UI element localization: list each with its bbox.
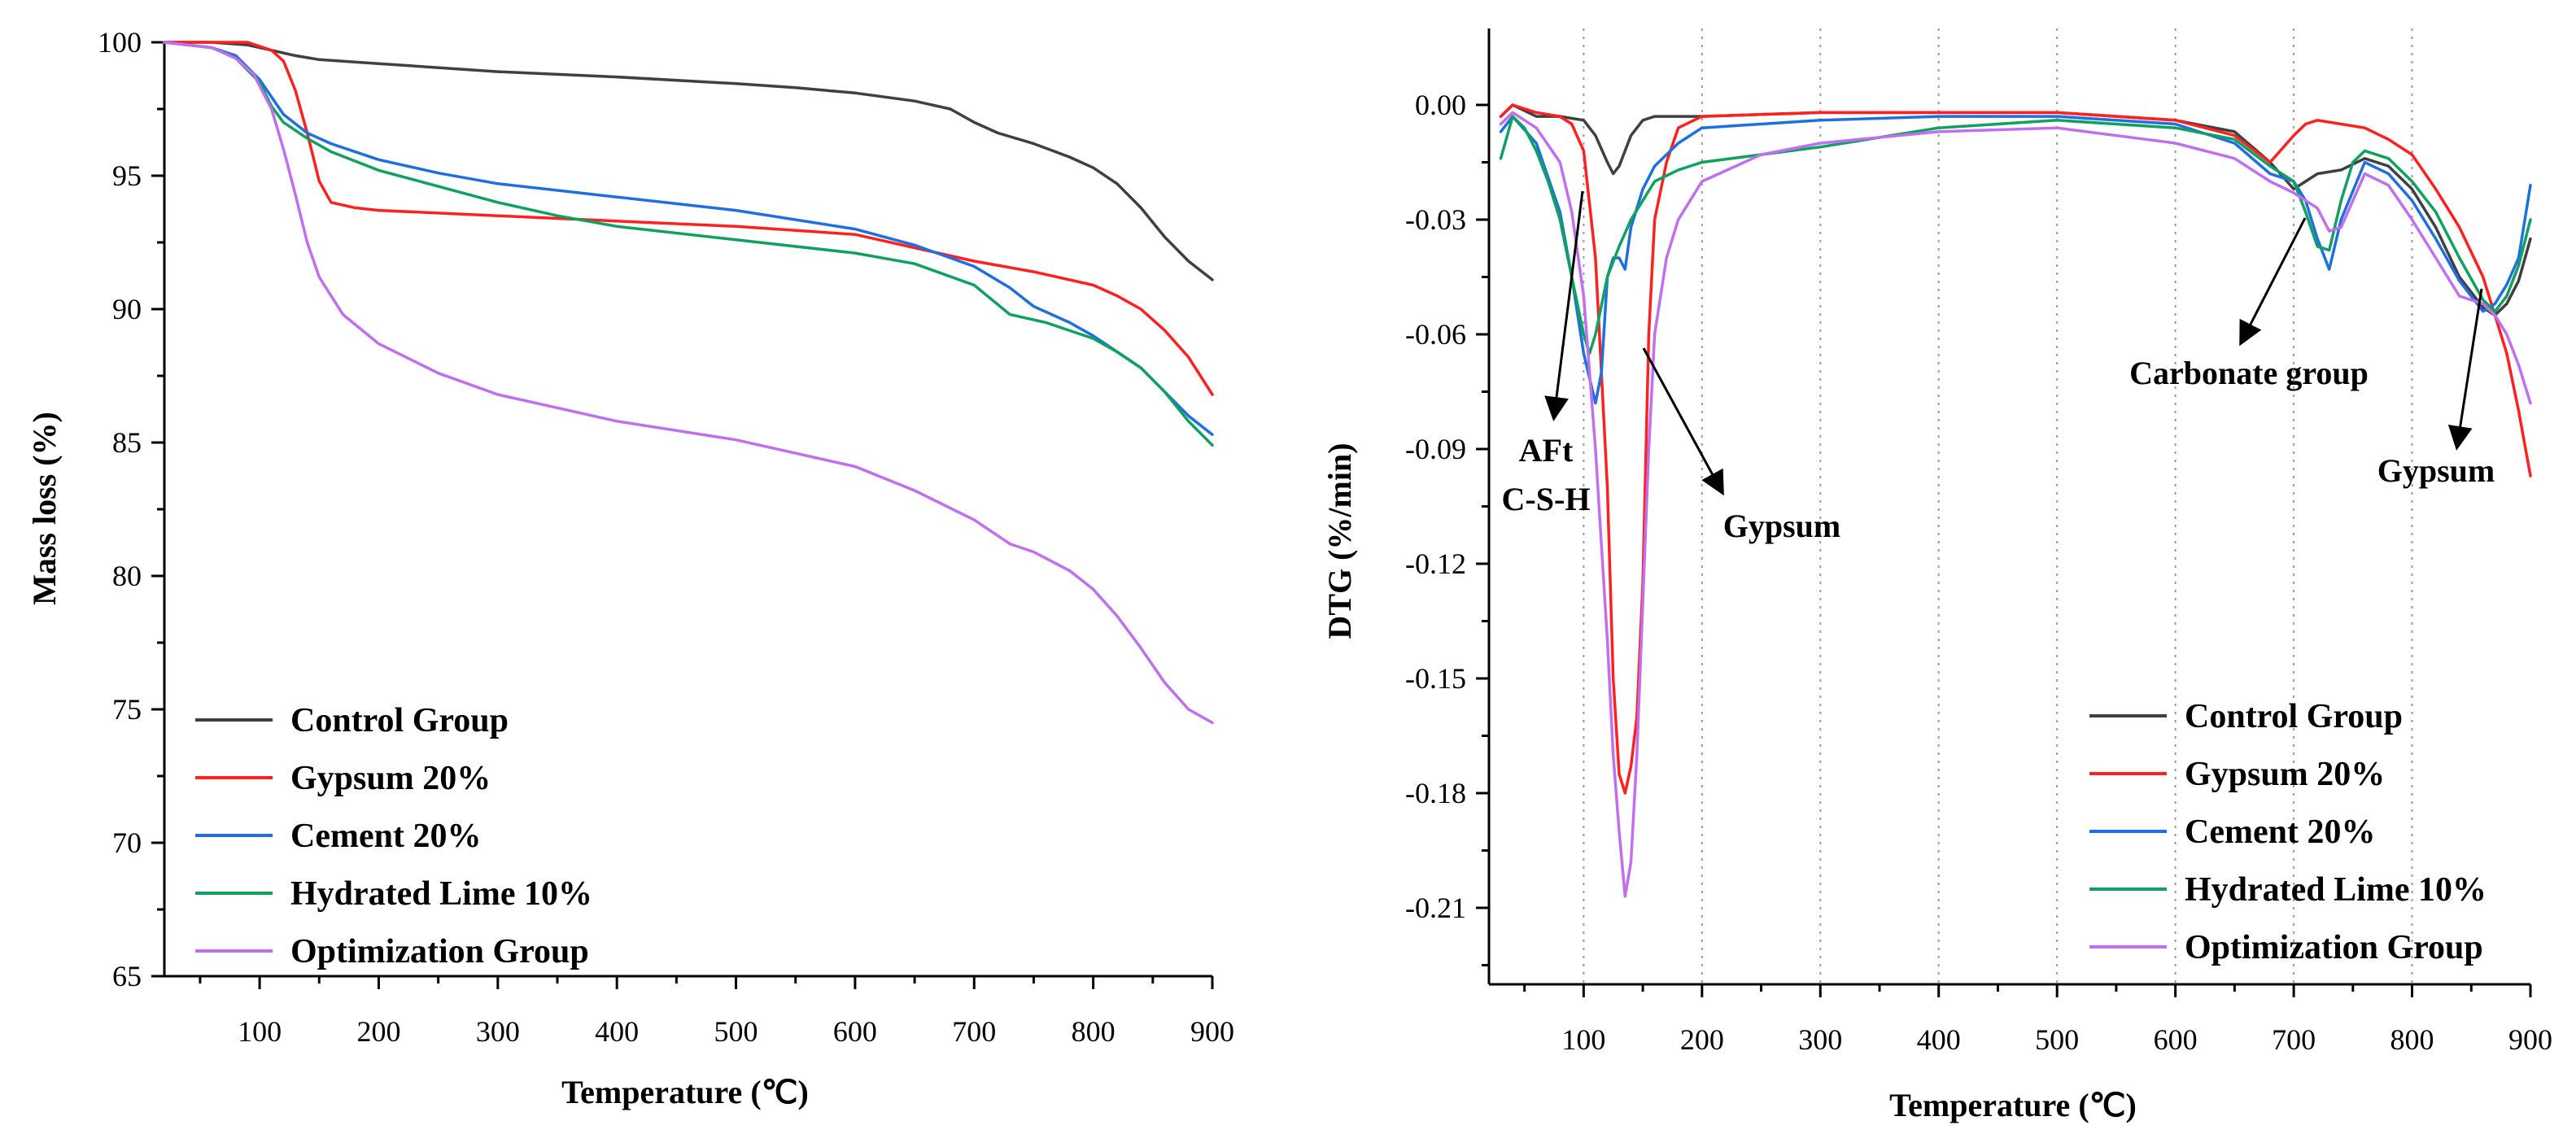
dtg-x-tick-label: 800 (2390, 1023, 2434, 1056)
tg-legend-label: Optimization Group (290, 933, 589, 970)
tg-legend-label: Cement 20% (290, 818, 481, 855)
tg-legend: Control Group Gypsum 20% Cement 20% Hydrate… (195, 702, 592, 970)
tg-y-tick-label: 90 (112, 293, 142, 325)
annotation-arrow-gypsum-high (2447, 288, 2483, 451)
dtg-series-line-2 (1499, 103, 2532, 795)
tg-chart: Mass loss (%) Temperature (℃) 100 200 300 4… (26, 26, 1234, 1110)
tg-x-tick-label: 200 (356, 1015, 400, 1048)
dtg-x-tick-label: 300 (1798, 1023, 1842, 1056)
dtg-y-tick-label: -0.21 (1405, 892, 1466, 924)
annotation-label-carbonate: Carbonate group (2129, 355, 2369, 391)
dtg-y-tick-label: -0.18 (1405, 777, 1466, 809)
tg-x-tick-label: 100 (238, 1015, 282, 1048)
tg-y-tick-label: 100 (98, 26, 142, 59)
dtg-series-line-5 (1499, 111, 2532, 898)
dtg-annotations: AFt C-S-H Gypsum Carbonate group Gypsum (1502, 190, 2495, 544)
tg-series-line-2 (163, 41, 1214, 396)
dtg-legend-label: Gypsum 20% (2185, 756, 2385, 793)
tg-y-tick-label: 65 (112, 960, 142, 992)
dtg-y-tick-label: 0.00 (1415, 89, 1466, 121)
dtg-x-tick-label: 200 (1680, 1023, 1724, 1056)
annotation-arrow-carbonate (2239, 217, 2307, 347)
tg-series-line-5 (163, 41, 1214, 725)
dtg-legend-label: Control Group (2185, 698, 2403, 735)
tg-plot-area: 100 200 300 400 500 600 700 800 900 65 70 75 80 85 90 9… (98, 26, 1234, 1048)
annotation-label-aft: C-S-H (1502, 481, 1591, 517)
dtg-legend-label: Cement 20% (2185, 813, 2375, 851)
dtg-series-line-4 (1499, 115, 2532, 355)
dtg-y-axis-title: DTG (%/min) (1321, 443, 1358, 639)
tg-legend-label: Control Group (290, 702, 509, 739)
dtg-legend-label: Optimization Group (2185, 929, 2483, 966)
dtg-y-tick-label: -0.06 (1405, 318, 1466, 351)
tg-x-axis-title: Temperature (℃) (561, 1074, 809, 1110)
dtg-x-axis-title: Temperature (℃) (1889, 1087, 2137, 1123)
tg-legend-label: Gypsum 20% (290, 760, 491, 797)
tg-y-tick-label: 95 (112, 159, 142, 192)
dtg-x-tick-label: 400 (1917, 1023, 1961, 1056)
tg-series-line-1 (163, 41, 1214, 281)
dtg-x-tick-label: 700 (2272, 1023, 2316, 1056)
annotation-label-aft: AFt (1519, 432, 1574, 469)
tg-x-tick-label: 700 (952, 1015, 996, 1048)
dtg-plot-area: 100 200 300 400 500 600 700 800 900 0.00 -0.03 -0.0… (1405, 28, 2552, 1056)
dtg-x-tick-label: 900 (2508, 1023, 2552, 1056)
tg-x-tick-label: 500 (714, 1015, 758, 1048)
dtg-y-tick-label: -0.15 (1405, 662, 1466, 695)
tg-x-tick-label: 800 (1072, 1015, 1116, 1048)
annotation-arrow-gypsum-low (1642, 347, 1724, 496)
tg-y-tick-label: 80 (112, 560, 142, 592)
dtg-y-tick-label: -0.09 (1405, 433, 1466, 465)
tg-x-tick-label: 400 (595, 1015, 639, 1048)
annotation-label-gypsum-high: Gypsum (2377, 452, 2495, 489)
tg-legend-label: Hydrated Lime 10% (290, 875, 592, 913)
dtg-x-tick-label: 500 (2035, 1023, 2079, 1056)
tg-x-tick-label: 600 (833, 1015, 877, 1048)
dtg-y-tick-label: -0.12 (1405, 547, 1466, 580)
tg-y-tick-label: 75 (112, 693, 142, 726)
tg-series-line-4 (163, 41, 1214, 447)
tg-y-axis-title: Mass loss (%) (26, 412, 63, 605)
tg-y-tick-label: 70 (112, 826, 142, 859)
annotation-label-gypsum-low: Gypsum (1723, 508, 1841, 544)
dtg-y-tick-label: -0.03 (1405, 203, 1466, 236)
dtg-series-line-3 (1499, 115, 2532, 405)
annotation-arrow-aft (1544, 190, 1584, 421)
tg-x-tick-label: 900 (1190, 1015, 1234, 1048)
dtg-x-tick-label: 600 (2154, 1023, 2198, 1056)
tg-y-tick-label: 85 (112, 426, 142, 459)
dtg-legend-label: Hydrated Lime 10% (2185, 871, 2486, 909)
tg-series-line-3 (163, 41, 1214, 436)
dtg-chart: DTG (%/min) Temperature (℃) 100 200 300 400… (1321, 28, 2552, 1123)
tg-x-tick-label: 300 (476, 1015, 520, 1048)
dtg-legend: Control Group Gypsum 20% Cement 20% Hydrate… (2089, 698, 2486, 966)
dtg-x-tick-label: 100 (1561, 1023, 1605, 1056)
